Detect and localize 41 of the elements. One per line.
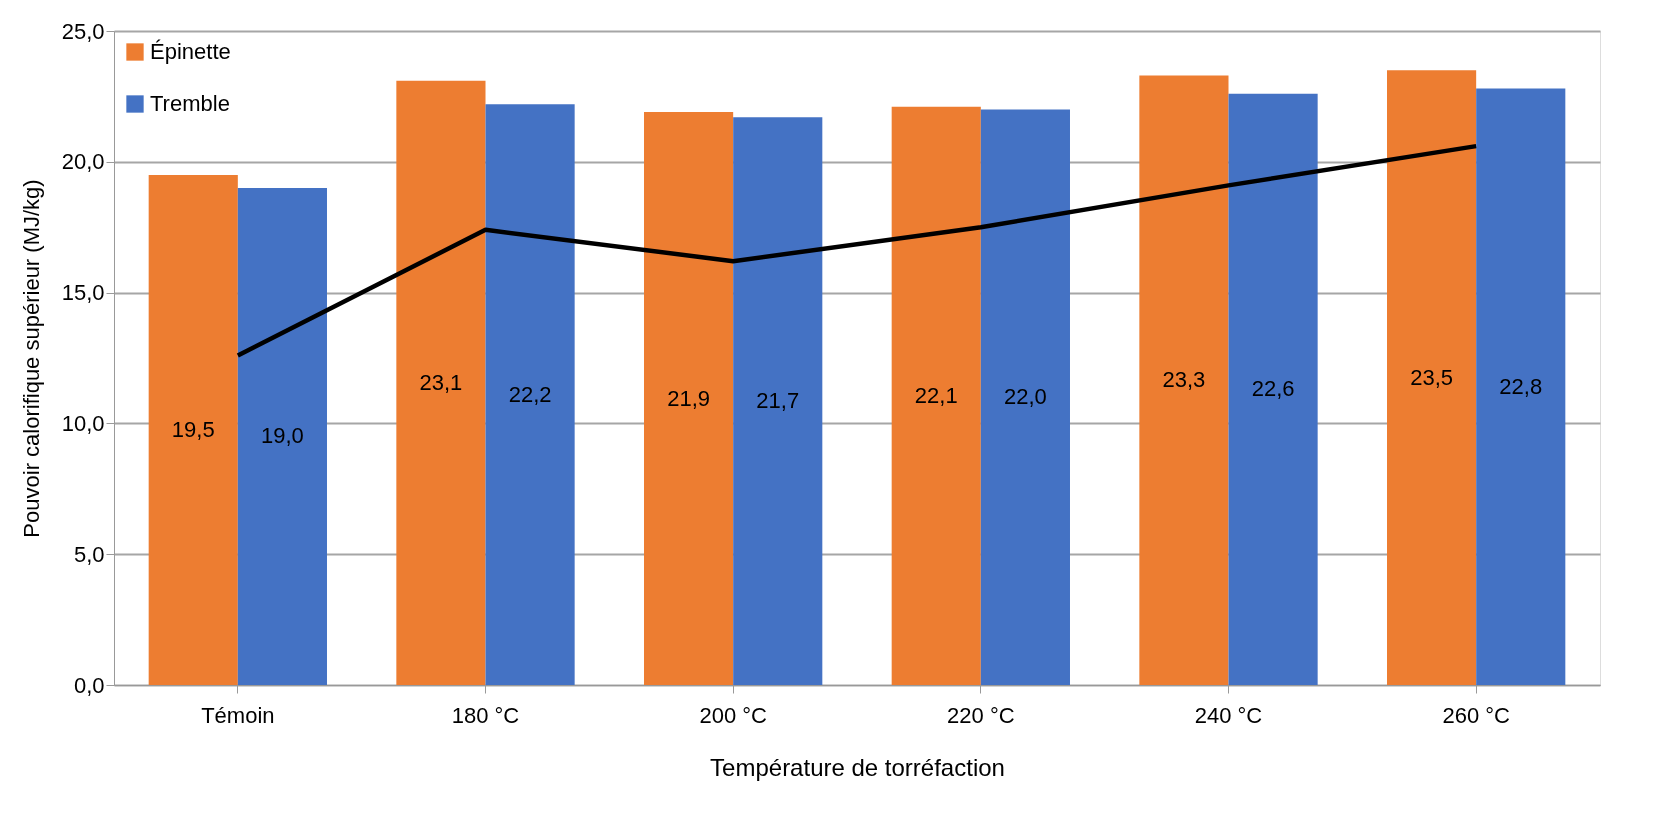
- x-tick-label: 180 °C: [451, 702, 520, 728]
- bar: [1139, 75, 1229, 685]
- line-series: [235, 143, 1479, 358]
- data-label: 23,1: [419, 369, 463, 395]
- legend-label: Épinette: [150, 39, 231, 64]
- x-axis-title: Température de torréfaction: [710, 753, 1005, 781]
- y-tick-label: 25,0: [61, 18, 105, 44]
- legend-label: Tremble: [150, 91, 230, 116]
- bar: [1476, 88, 1566, 685]
- x-tick-label: 240 °C: [1194, 702, 1263, 728]
- bar: [891, 106, 981, 685]
- data-label: 22,2: [508, 381, 552, 407]
- bar: [485, 104, 575, 685]
- x-tick-label: 260 °C: [1442, 702, 1511, 728]
- data-label: 19,5: [171, 416, 215, 442]
- x-tick-label: 200 °C: [699, 702, 768, 728]
- bar: [644, 112, 734, 685]
- bar: [733, 117, 823, 685]
- bar: [396, 80, 486, 685]
- data-label: 22,1: [914, 382, 958, 408]
- bar: [1228, 93, 1318, 685]
- y-tick-label: 20,0: [61, 149, 105, 175]
- y-tick-label: 0,0: [73, 672, 105, 698]
- data-label: 22,8: [1499, 373, 1543, 399]
- data-label: 21,9: [667, 385, 710, 411]
- y-tick-label: 5,0: [73, 541, 105, 567]
- bar: [148, 174, 238, 685]
- y-tick-label: 15,0: [61, 280, 105, 306]
- x-tick-label: Témoin: [201, 702, 275, 728]
- data-label: 22,6: [1251, 376, 1295, 402]
- bar: [980, 109, 1070, 685]
- y-tick-label: 10,0: [61, 410, 105, 436]
- data-label: 21,7: [756, 388, 800, 414]
- bar: [237, 187, 327, 685]
- data-label: 23,5: [1410, 364, 1453, 390]
- data-label: 19,0: [261, 423, 304, 449]
- data-label: 22,0: [1004, 384, 1047, 410]
- bar: [1387, 70, 1477, 685]
- data-label: 23,3: [1162, 367, 1206, 393]
- y-axis-title: Pouvoir calorifique supérieur (MJ/kg): [18, 179, 44, 538]
- x-tick-label: 220 °C: [947, 702, 1015, 728]
